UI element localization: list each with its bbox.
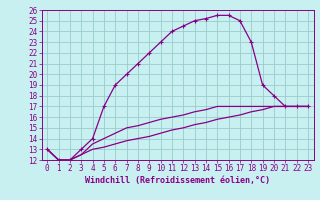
X-axis label: Windchill (Refroidissement éolien,°C): Windchill (Refroidissement éolien,°C) (85, 176, 270, 185)
